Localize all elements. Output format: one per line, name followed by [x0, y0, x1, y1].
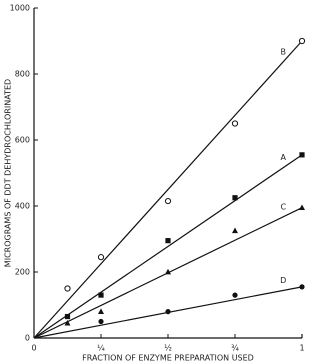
series-label: C [280, 202, 286, 211]
series-label: A [280, 153, 286, 162]
point [98, 318, 104, 325]
x-tick-label: 0 [31, 344, 36, 353]
point [165, 238, 171, 244]
series-label: D [280, 276, 286, 285]
point [232, 227, 238, 234]
point [299, 152, 305, 158]
y-tick-label: 800 [15, 70, 30, 79]
point [64, 313, 71, 320]
y-tick-label: 0 [25, 334, 30, 343]
x-tick-label: 1 [299, 344, 304, 353]
point [298, 37, 306, 45]
x-tick-label: ¾ [231, 344, 239, 353]
point [165, 309, 171, 315]
point [98, 308, 104, 314]
x-tick-label: ¼ [97, 344, 105, 353]
y-tick-label: 200 [15, 268, 30, 277]
point [231, 120, 239, 127]
x-tick-label: ½ [164, 344, 172, 353]
point [232, 195, 238, 201]
chart: MICROGRAMS OF DDT DEHYDROCHLORINATED FRA… [4, 4, 306, 362]
point [64, 285, 71, 292]
point [64, 319, 71, 326]
point [164, 197, 172, 205]
x-axis-label: FRACTION OF ENZYME PREPARATION USED [82, 354, 254, 362]
point [97, 254, 105, 261]
point [232, 292, 238, 298]
point [299, 204, 305, 211]
point [98, 292, 104, 298]
series-label: B [280, 47, 286, 56]
point [299, 284, 305, 290]
point [165, 268, 171, 275]
y-tick-label: 1000 [10, 4, 30, 13]
y-axis-label: MICROGRAMS OF DDT DEHYDROCHLORINATED [4, 79, 13, 267]
fit-line [33, 154, 303, 339]
fit-line [33, 40, 303, 339]
y-tick-label: 400 [15, 202, 30, 211]
y-tick-label: 600 [15, 136, 30, 145]
